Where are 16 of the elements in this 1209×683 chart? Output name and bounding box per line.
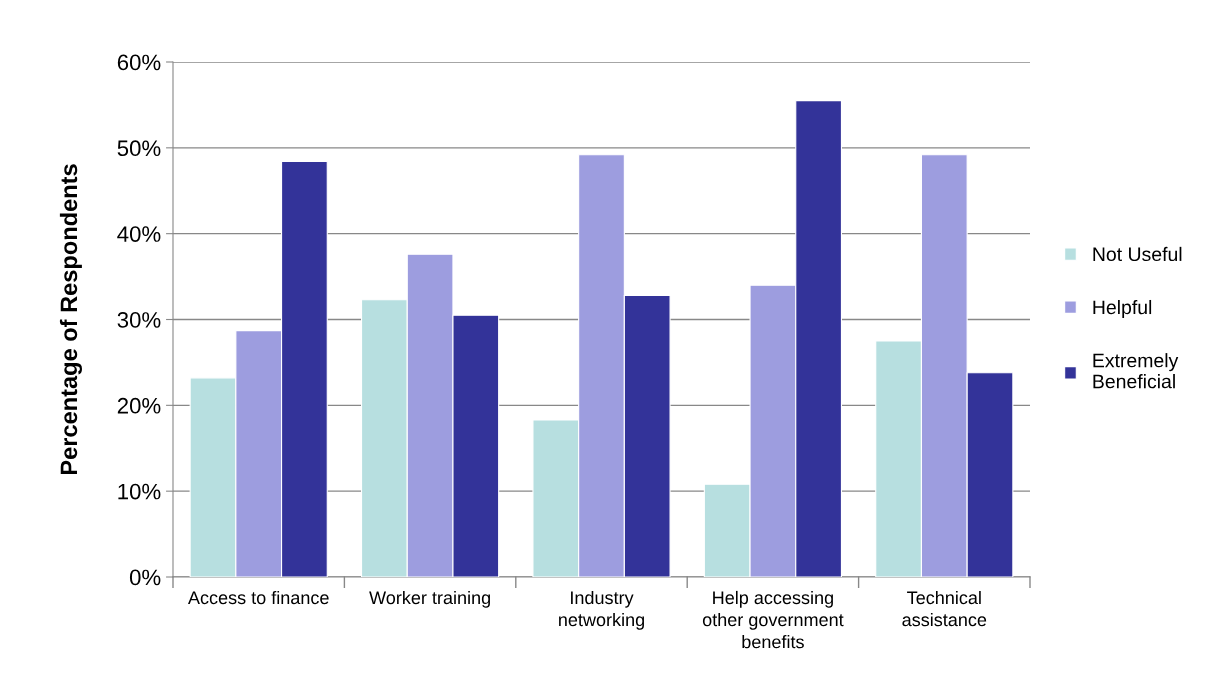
x-tick-label: Help accessing other government benefits <box>702 590 844 649</box>
legend-label: Not Useful <box>1093 246 1182 262</box>
y-tick-label: 20% <box>117 397 161 414</box>
y-tick-label: 50% <box>117 140 161 157</box>
x-tick-label: Industry networking <box>559 590 644 630</box>
legend-label: Helpful <box>1093 299 1152 319</box>
y-tick-label: 40% <box>117 226 161 242</box>
x-tick-label: Access to finance <box>187 590 329 605</box>
y-axis-title: Percentage of Respondents <box>59 164 82 475</box>
x-tick-label: Technical assistance <box>902 590 987 627</box>
y-tick-label: 60% <box>117 54 161 71</box>
x-tick-label: Worker training <box>369 590 490 608</box>
y-tick-label: 30% <box>117 312 161 328</box>
y-tick-label: 0% <box>129 569 161 586</box>
y-tick-label: 10% <box>118 483 161 500</box>
legend-label: Extremely Beneficial <box>1093 353 1179 389</box>
